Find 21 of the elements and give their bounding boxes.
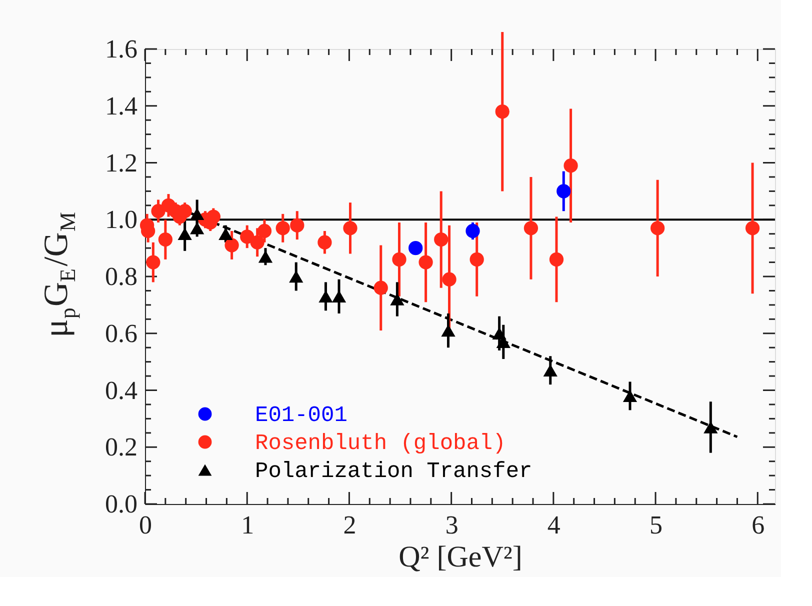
legend-label: E01-001 bbox=[255, 403, 348, 428]
x-tick-label: 4 bbox=[547, 510, 560, 540]
y-tick-label: 1.6 bbox=[105, 34, 138, 64]
y-axis-title: μpGE/GM bbox=[38, 212, 80, 338]
x-tick-label: 3 bbox=[445, 510, 458, 540]
x-tick-label: 2 bbox=[343, 510, 356, 540]
y-tick-label: 1.4 bbox=[105, 91, 138, 120]
y-tick-label: 1.0 bbox=[105, 205, 138, 234]
y-tick-label: 1.2 bbox=[105, 148, 138, 178]
x-tick-label: 6 bbox=[752, 510, 765, 540]
x-axis-title: Q² [GeV²] bbox=[398, 540, 522, 574]
x-tick-label: 1 bbox=[241, 510, 254, 540]
y-tick-label: 0.0 bbox=[105, 490, 138, 518]
x-tick-label: 0 bbox=[139, 510, 152, 540]
y-tick-label: 0.6 bbox=[105, 318, 138, 348]
y-tick-label: 0.8 bbox=[105, 262, 138, 291]
legend-label: Rosenbluth (global) bbox=[255, 431, 506, 456]
y-tick-label: 0.2 bbox=[105, 432, 138, 462]
y-tick-label: 0.4 bbox=[105, 376, 138, 405]
x-tick-label: 5 bbox=[650, 510, 663, 540]
legend-label: Polarization Transfer bbox=[255, 459, 532, 484]
